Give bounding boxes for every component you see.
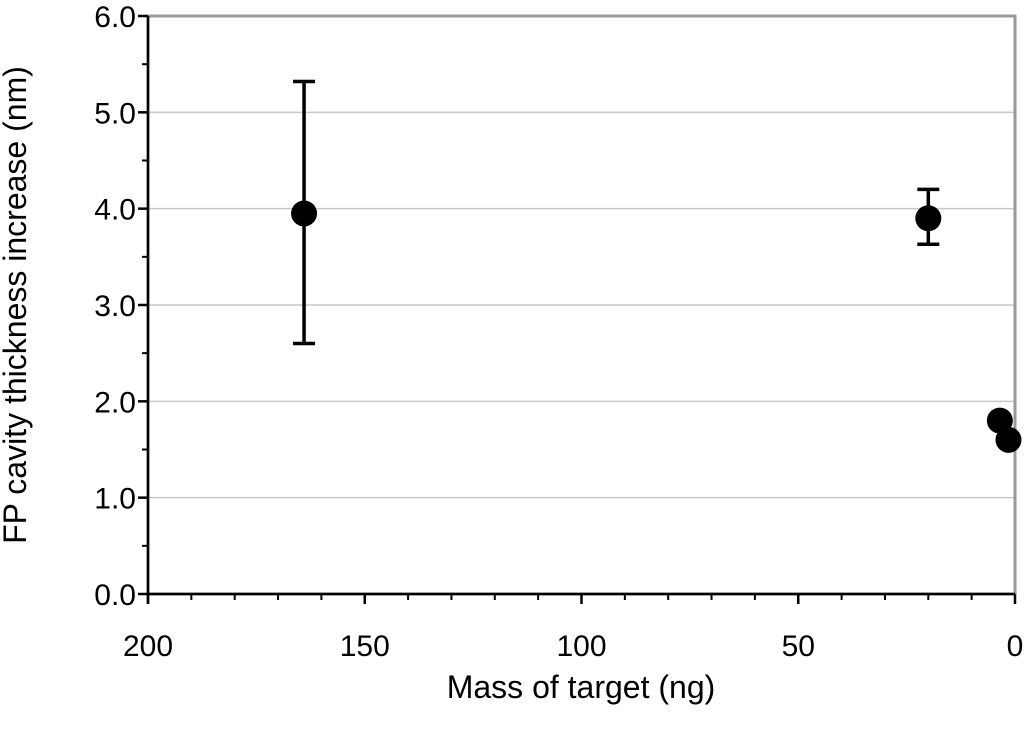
y-tick-label-0: 0.0 bbox=[94, 579, 136, 612]
data-point-0 bbox=[291, 200, 318, 227]
y-tick-label-3: 3.0 bbox=[94, 290, 136, 323]
data-point-1 bbox=[915, 205, 942, 232]
data-points bbox=[291, 200, 1022, 453]
error-bars bbox=[293, 79, 940, 346]
x-tick-labels: 200 150 100 50 0 bbox=[123, 630, 1023, 663]
y-tick-label-1: 1.0 bbox=[94, 483, 136, 516]
axes bbox=[138, 14, 1017, 604]
x-tick-label-0: 200 bbox=[123, 630, 173, 663]
y-tick-label-2: 2.0 bbox=[94, 386, 136, 419]
grid-lines bbox=[148, 111, 1015, 499]
x-tick-label-1: 150 bbox=[340, 630, 390, 663]
y-tick-label-4: 4.0 bbox=[94, 194, 136, 227]
y-tick-labels: 0.0 1.0 2.0 3.0 4.0 5.0 6.0 bbox=[94, 1, 136, 612]
y-tick-label-5: 5.0 bbox=[94, 97, 136, 130]
y-tick-label-6: 6.0 bbox=[94, 1, 136, 34]
x-axis-title: Mass of target (ng) bbox=[447, 669, 716, 705]
x-tick-label-4: 0 bbox=[1007, 630, 1024, 663]
y-axis-title: FP cavity thickness increase (nm) bbox=[0, 66, 33, 544]
x-tick-label-2: 100 bbox=[556, 630, 606, 663]
data-point-3 bbox=[995, 426, 1022, 453]
x-tick-label-3: 50 bbox=[782, 630, 815, 663]
